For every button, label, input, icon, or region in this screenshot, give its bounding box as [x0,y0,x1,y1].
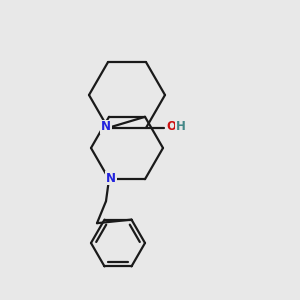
Text: H: H [176,120,186,134]
Text: O: O [166,120,176,134]
Text: N: N [101,120,111,134]
Text: N: N [106,172,116,185]
